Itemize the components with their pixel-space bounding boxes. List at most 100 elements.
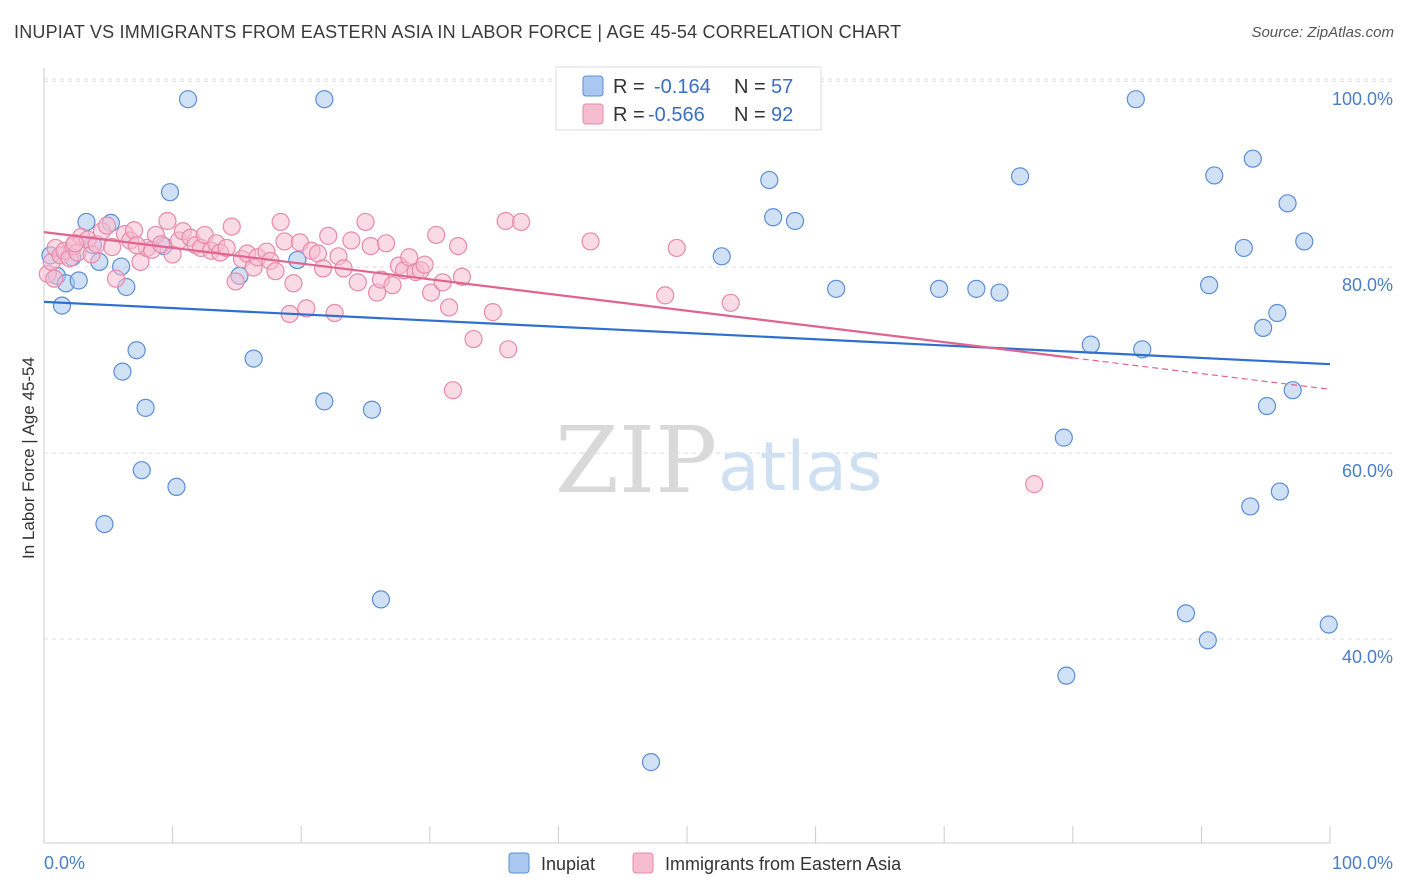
- point-immigrants: [217, 238, 236, 258]
- point-inupiat: [1270, 482, 1289, 501]
- point-immigrants: [106, 269, 126, 288]
- point-inupiat: [1283, 381, 1302, 400]
- point-inupiat: [52, 296, 72, 315]
- point-inupiat: [1257, 396, 1277, 416]
- bottom-legend: Inupiat Immigrants from Eastern Asia: [508, 852, 902, 874]
- point-immigrants: [667, 238, 686, 258]
- point-inupiat: [929, 279, 949, 298]
- point-immigrants: [284, 274, 303, 293]
- point-inupiat: [1133, 340, 1152, 359]
- point-inupiat: [760, 170, 779, 190]
- point-immigrants: [342, 231, 361, 250]
- point-inupiat: [127, 341, 146, 360]
- point-inupiat: [1126, 90, 1145, 109]
- point-inupiat: [1234, 238, 1253, 258]
- point-inupiat: [113, 362, 132, 381]
- legend-swatch-inupiat: [582, 75, 604, 97]
- point-inupiat: [95, 514, 114, 534]
- point-immigrants: [361, 236, 380, 256]
- legend-n-label-1: N =: [734, 76, 766, 98]
- legend-swatch-immigrants: [582, 103, 604, 125]
- point-inupiat: [827, 279, 846, 298]
- watermark-zip: ZIP: [555, 407, 717, 514]
- point-immigrants: [226, 272, 245, 291]
- trend-lines: [43, 231, 1331, 390]
- y-tick-label: 100.0%: [1332, 89, 1393, 109]
- series-inupiat: [41, 90, 1338, 772]
- point-inupiat: [1010, 167, 1030, 186]
- point-immigrants: [383, 276, 402, 295]
- point-inupiat: [315, 392, 334, 411]
- legend-r-label-1: R =: [613, 76, 645, 98]
- point-immigrants: [158, 211, 177, 231]
- y-tick-label: 40.0%: [1342, 647, 1393, 667]
- axes: [43, 68, 1331, 844]
- point-immigrants: [427, 225, 446, 245]
- point-immigrants: [356, 212, 375, 232]
- point-inupiat: [1243, 149, 1262, 168]
- point-inupiat: [641, 753, 661, 772]
- legend-r-value-1: -0.164: [654, 76, 711, 98]
- point-immigrants: [452, 267, 472, 286]
- point-inupiat: [315, 90, 334, 109]
- point-immigrants: [97, 216, 117, 235]
- point-inupiat: [1205, 166, 1224, 185]
- point-inupiat: [244, 349, 263, 368]
- point-immigrants: [421, 283, 441, 302]
- x-tick-labels: 0.0% 100.0%: [44, 853, 1393, 873]
- point-inupiat: [712, 247, 731, 266]
- point-immigrants: [124, 221, 144, 240]
- point-inupiat: [69, 271, 88, 290]
- y-tick-label: 60.0%: [1342, 461, 1393, 481]
- bottom-legend-label-inupiat: Inupiat: [541, 854, 595, 874]
- watermark: ZIP atlas: [555, 407, 882, 514]
- point-inupiat: [1295, 232, 1314, 251]
- point-immigrants: [512, 212, 531, 232]
- point-inupiat: [1319, 615, 1338, 634]
- point-inupiat: [1254, 318, 1273, 338]
- trend-line-0: [43, 300, 1331, 366]
- chart-source: Source: ZipAtlas.com: [1251, 24, 1394, 41]
- point-inupiat: [1176, 604, 1196, 623]
- point-immigrants: [275, 232, 294, 251]
- legend-r-label-2: R =: [613, 104, 645, 126]
- point-immigrants: [581, 232, 600, 251]
- point-inupiat: [1057, 666, 1076, 685]
- bottom-legend-swatch-inupiat: [508, 852, 530, 874]
- y-tick-label: 80.0%: [1342, 275, 1393, 295]
- y-tick-labels: 40.0% 60.0% 80.0% 100.0%: [1332, 89, 1393, 667]
- point-immigrants: [439, 298, 459, 317]
- point-immigrants: [483, 303, 502, 322]
- point-immigrants: [1025, 475, 1044, 494]
- point-inupiat: [1200, 276, 1219, 295]
- point-immigrants: [496, 211, 515, 231]
- trend-line-dashed-1: [1072, 357, 1331, 390]
- point-inupiat: [1198, 631, 1217, 650]
- point-inupiat: [167, 477, 186, 497]
- point-immigrants: [348, 273, 367, 292]
- bottom-legend-label-immigrants: Immigrants from Eastern Asia: [665, 854, 902, 874]
- point-immigrants: [271, 212, 290, 232]
- point-immigrants: [656, 286, 675, 305]
- point-inupiat: [371, 590, 391, 609]
- point-immigrants: [297, 299, 316, 318]
- point-immigrants: [313, 259, 333, 278]
- point-immigrants: [721, 293, 740, 312]
- point-immigrants: [45, 269, 64, 288]
- point-inupiat: [1268, 303, 1287, 323]
- watermark-atlas: atlas: [718, 428, 882, 507]
- legend-r-value-2: -0.566: [648, 104, 705, 126]
- bottom-legend-swatch-immigrants: [632, 852, 654, 874]
- point-inupiat: [362, 400, 382, 419]
- point-inupiat: [785, 211, 805, 231]
- point-immigrants: [376, 234, 396, 253]
- trend-line-1: [43, 231, 1073, 359]
- point-immigrants: [103, 237, 122, 257]
- point-immigrants: [415, 255, 434, 274]
- point-immigrants: [266, 262, 285, 281]
- point-inupiat: [132, 461, 151, 480]
- legend-n-value-2: 92: [771, 104, 793, 126]
- point-inupiat: [178, 90, 198, 109]
- point-immigrants: [319, 226, 338, 245]
- point-inupiat: [136, 398, 155, 417]
